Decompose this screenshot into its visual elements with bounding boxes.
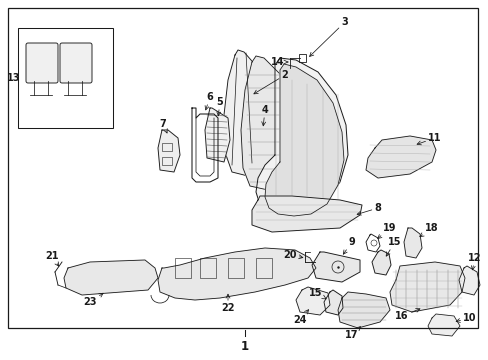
Polygon shape bbox=[389, 262, 464, 312]
Text: 17: 17 bbox=[345, 327, 360, 340]
Polygon shape bbox=[158, 248, 315, 300]
Polygon shape bbox=[204, 108, 229, 162]
Text: 11: 11 bbox=[416, 133, 441, 145]
Text: 24: 24 bbox=[293, 310, 308, 325]
Text: 8: 8 bbox=[356, 203, 381, 215]
Polygon shape bbox=[458, 266, 479, 295]
Text: 3: 3 bbox=[309, 17, 347, 57]
Text: 15: 15 bbox=[386, 237, 401, 256]
Bar bbox=[200, 258, 216, 278]
Bar bbox=[18, 28, 113, 128]
Polygon shape bbox=[427, 314, 459, 336]
Bar bbox=[256, 258, 271, 278]
Polygon shape bbox=[224, 50, 267, 176]
Polygon shape bbox=[324, 290, 342, 315]
Text: 4: 4 bbox=[261, 105, 268, 126]
Polygon shape bbox=[64, 260, 158, 295]
Text: 18: 18 bbox=[419, 223, 438, 237]
Text: 5: 5 bbox=[216, 97, 223, 116]
Polygon shape bbox=[264, 64, 343, 216]
Text: 15: 15 bbox=[308, 288, 325, 299]
Text: 13: 13 bbox=[7, 73, 20, 83]
Polygon shape bbox=[241, 56, 290, 190]
Text: 9: 9 bbox=[343, 237, 355, 254]
Polygon shape bbox=[371, 250, 390, 275]
Polygon shape bbox=[403, 228, 421, 258]
Text: 10: 10 bbox=[455, 313, 476, 323]
Text: 1: 1 bbox=[241, 339, 248, 352]
Text: 19: 19 bbox=[377, 223, 396, 239]
FancyBboxPatch shape bbox=[60, 43, 92, 83]
Text: 14: 14 bbox=[271, 57, 287, 67]
Polygon shape bbox=[295, 287, 329, 315]
Text: 20: 20 bbox=[283, 250, 302, 260]
Text: 2: 2 bbox=[253, 70, 288, 94]
FancyBboxPatch shape bbox=[26, 43, 58, 83]
Bar bbox=[8, 8, 477, 328]
Text: 12: 12 bbox=[468, 253, 481, 270]
Text: 23: 23 bbox=[83, 293, 103, 307]
Bar bbox=[175, 258, 191, 278]
Bar bbox=[162, 143, 172, 151]
Text: 22: 22 bbox=[221, 294, 234, 313]
Text: 6: 6 bbox=[204, 92, 213, 110]
Polygon shape bbox=[251, 196, 361, 232]
Text: 21: 21 bbox=[45, 251, 59, 266]
Polygon shape bbox=[365, 136, 435, 178]
Polygon shape bbox=[256, 58, 347, 215]
Text: 16: 16 bbox=[394, 309, 419, 321]
Bar bbox=[162, 157, 172, 165]
Polygon shape bbox=[158, 130, 180, 172]
Polygon shape bbox=[311, 252, 359, 282]
Bar bbox=[298, 54, 305, 62]
Bar bbox=[227, 258, 244, 278]
Polygon shape bbox=[337, 292, 389, 328]
Text: 7: 7 bbox=[159, 119, 167, 133]
